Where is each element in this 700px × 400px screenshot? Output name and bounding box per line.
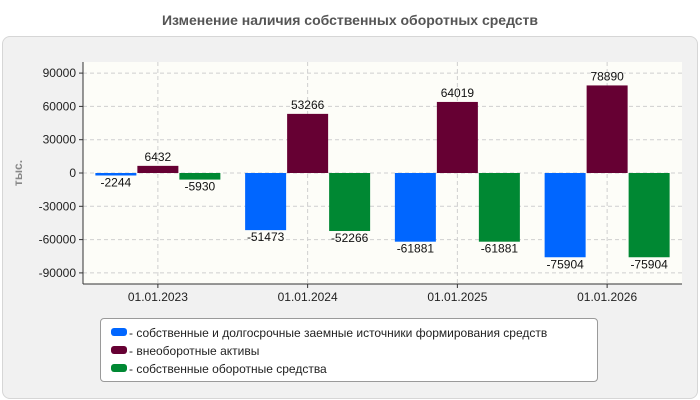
- y-tick-label: 90000: [43, 66, 77, 80]
- data-label: -75904: [630, 257, 668, 271]
- bar: [478, 173, 520, 242]
- legend-item: - собственные и долгосрочные заемные ист…: [111, 323, 597, 341]
- bar: [137, 165, 179, 173]
- y-tick-label: -90000: [39, 266, 77, 280]
- bar: [287, 113, 329, 173]
- legend-label: - внеоборотные активы: [129, 343, 260, 358]
- legend-swatch: [111, 363, 127, 372]
- x-tick-label: 01.01.2025: [427, 290, 487, 304]
- data-label: 78890: [590, 69, 624, 83]
- chart-legend: - собственные и долгосрочные заемные ист…: [100, 318, 598, 382]
- bar: [95, 173, 137, 176]
- data-label: -52266: [331, 231, 369, 245]
- data-label: -5930: [185, 180, 216, 194]
- data-label: -61881: [481, 242, 519, 256]
- bar: [245, 173, 287, 231]
- y-axis-label: тыс.: [11, 160, 25, 186]
- y-tick-label: 30000: [43, 133, 77, 147]
- chart-title: Изменение наличия собственных оборотных …: [161, 12, 539, 28]
- legend-item: - внеоборотные активы: [111, 341, 597, 359]
- data-label: -61881: [397, 242, 435, 256]
- data-label: -75904: [546, 257, 584, 271]
- bar: [394, 173, 436, 242]
- x-tick-label: 01.01.2024: [278, 290, 338, 304]
- y-tick-label: -60000: [39, 233, 77, 247]
- y-tick-label: -30000: [39, 199, 77, 213]
- legend-label: - собственные и долгосрочные заемные ист…: [129, 325, 548, 340]
- bar: [179, 173, 221, 180]
- data-label: 64019: [441, 86, 475, 100]
- legend-swatch: [111, 327, 127, 336]
- data-label: -51473: [247, 230, 285, 244]
- bar: [436, 101, 478, 173]
- data-label: -2244: [101, 175, 132, 189]
- data-label: 6432: [145, 150, 172, 164]
- y-tick-label: 60000: [43, 99, 77, 113]
- legend-swatch: [111, 345, 127, 354]
- bar: [329, 173, 371, 232]
- x-tick-label: 01.01.2023: [128, 290, 188, 304]
- y-tick-label: 0: [69, 166, 76, 180]
- legend-item: - собственные оборотные средства: [111, 359, 597, 377]
- bar: [544, 173, 586, 258]
- x-tick-label: 01.01.2026: [577, 290, 637, 304]
- legend-label: - собственные оборотные средства: [129, 361, 327, 376]
- bar: [628, 173, 670, 258]
- bar: [586, 85, 628, 173]
- data-label: 53266: [291, 98, 325, 112]
